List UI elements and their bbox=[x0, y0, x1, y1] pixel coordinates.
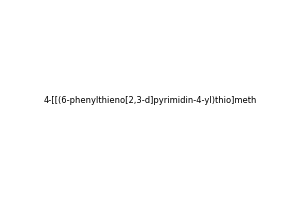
Text: 4-[[(6-phenylthieno[2,3-d]pyrimidin-4-yl)thio]meth: 4-[[(6-phenylthieno[2,3-d]pyrimidin-4-yl… bbox=[43, 96, 257, 105]
